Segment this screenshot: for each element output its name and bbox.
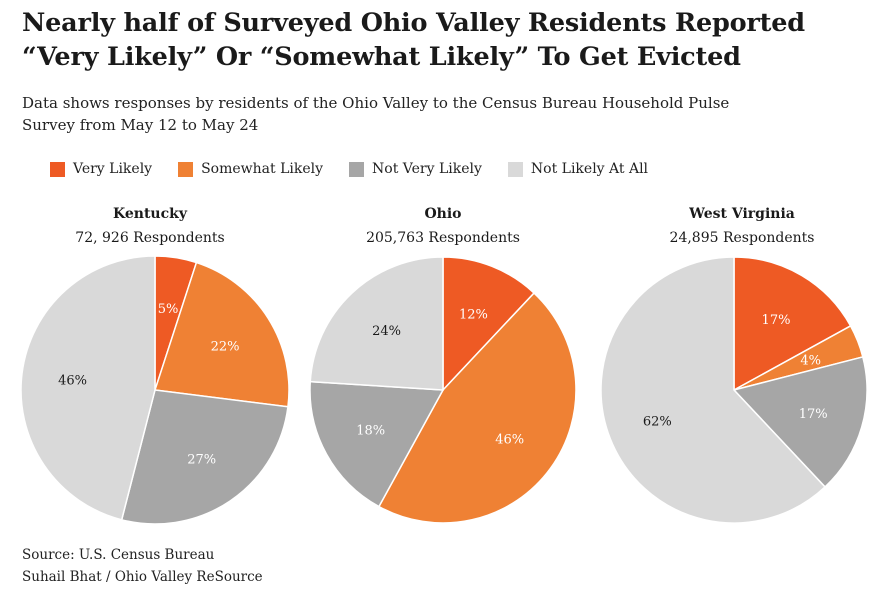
slice-label-ohio-not-likely-at-all: 24% <box>372 324 401 339</box>
legend-swatch-not-very-likely <box>349 161 365 177</box>
legend-item-somewhat-likely: Somewhat Likely <box>178 161 323 177</box>
source-line: Source: U.S. Census Bureau <box>22 547 215 563</box>
slice-label-west-virginia-not-very-likely: 17% <box>799 407 828 422</box>
subtitle-line-2: Survey from May 12 to May 24 <box>22 116 259 134</box>
legend-label-somewhat-likely: Somewhat Likely <box>201 161 324 177</box>
chart-title: Nearly half of Surveyed Ohio Valley Resi… <box>22 6 872 74</box>
title-line-2: “Very Likely” Or “Somewhat Likely” To Ge… <box>22 42 741 72</box>
slice-west-virginia-very-likely <box>733 256 852 392</box>
legend-label-not-likely-at-all: Not Likely At All <box>530 161 649 177</box>
pie-respondents-west-virginia: 24,895 Respondents <box>670 230 815 246</box>
slice-ohio-not-likely-at-all <box>309 256 444 391</box>
slice-west-virginia-not-likely-at-all <box>600 256 827 524</box>
legend: Very Likely Somewhat Likely Not Very Lik… <box>50 161 674 177</box>
slice-kentucky-not-likely-at-all <box>20 255 156 521</box>
slice-label-ohio-very-likely: 12% <box>459 307 488 322</box>
slice-kentucky-not-very-likely <box>120 389 289 525</box>
pie-respondents-ohio: 205,763 Respondents <box>366 230 520 246</box>
slice-ohio-not-very-likely <box>309 380 445 508</box>
chart-subtitle: Data shows responses by residents of the… <box>22 92 862 136</box>
title-line-1: Nearly half of Surveyed Ohio Valley Resi… <box>22 8 805 38</box>
pie-ohio: Ohio 205,763 Respondents 12% 46% 18% 24% <box>309 206 577 524</box>
slice-label-kentucky-very-likely: 5% <box>158 302 179 317</box>
pie-title-ohio: Ohio <box>424 206 461 222</box>
legend-item-not-likely-at-all: Not Likely At All <box>507 161 649 177</box>
slice-ohio-somewhat-likely <box>377 291 577 524</box>
slice-label-west-virginia-not-likely-at-all: 62% <box>643 414 672 429</box>
legend-label-very-likely: Very Likely <box>73 161 153 177</box>
pie-respondents-kentucky: 72, 926 Respondents <box>75 230 224 246</box>
slice-label-kentucky-not-very-likely: 27% <box>187 453 216 468</box>
legend-item-very-likely: Very Likely <box>50 161 152 177</box>
slice-west-virginia-not-very-likely <box>732 356 868 489</box>
pie-title-west-virginia: West Virginia <box>688 206 795 222</box>
slice-label-kentucky-not-likely-at-all: 46% <box>58 374 87 389</box>
legend-swatch-not-likely-at-all <box>507 161 523 177</box>
legend-label-not-very-likely: Not Very Likely <box>372 161 482 177</box>
slice-label-west-virginia-very-likely: 17% <box>762 313 791 328</box>
legend-swatch-somewhat-likely <box>178 161 194 177</box>
slice-label-west-virginia-somewhat-likely: 4% <box>800 354 821 369</box>
slice-label-kentucky-somewhat-likely: 22% <box>211 340 240 355</box>
slice-label-ohio-somewhat-likely: 46% <box>495 433 524 448</box>
credit-line: Suhail Bhat / Ohio Valley ReSource <box>22 569 263 585</box>
source-note: Source: U.S. Census Bureau Suhail Bhat /… <box>22 544 263 588</box>
pie-west-virginia: West Virginia 24,895 Respondents 17% 4% 17% 6… <box>600 206 868 524</box>
legend-item-not-very-likely: Not Very Likely <box>349 161 482 177</box>
slice-ohio-very-likely <box>442 256 536 392</box>
slice-kentucky-somewhat-likely <box>154 261 290 408</box>
legend-swatch-very-likely <box>50 161 65 177</box>
slice-label-ohio-not-very-likely: 18% <box>356 424 385 439</box>
pie-kentucky: Kentucky 72, 926 Respondents 5% 22% 27% 46% <box>20 206 290 525</box>
subtitle-line-1: Data shows responses by residents of the… <box>22 94 730 112</box>
pie-title-kentucky: Kentucky <box>113 206 188 222</box>
